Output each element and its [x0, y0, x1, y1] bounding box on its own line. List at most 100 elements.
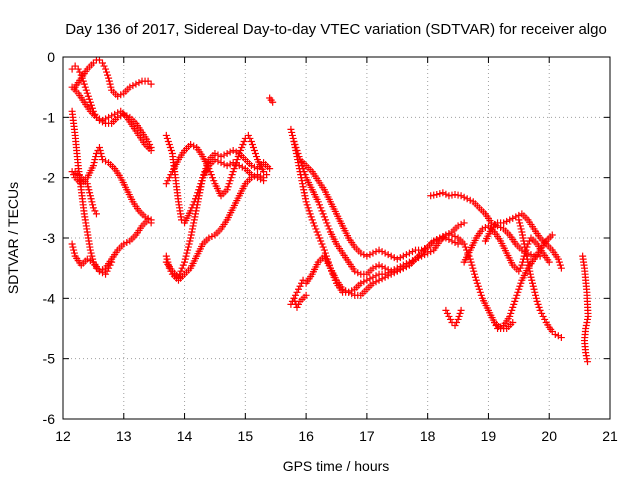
- data-point: [301, 171, 309, 179]
- data-point: [247, 162, 255, 170]
- data-point: [195, 192, 203, 200]
- data-point: [291, 291, 299, 299]
- data-point: [554, 255, 562, 263]
- data-point: [514, 288, 522, 296]
- data-point: [92, 210, 100, 218]
- data-point: [95, 144, 103, 151]
- data-point: [317, 237, 325, 245]
- data-point: [302, 198, 310, 206]
- data-point: [178, 216, 186, 224]
- data-point: [211, 156, 219, 164]
- data-point: [583, 355, 591, 363]
- data-point: [184, 246, 192, 254]
- data-point: [516, 219, 524, 227]
- y-tick-label: -3: [43, 230, 56, 246]
- data-point: [126, 83, 134, 91]
- data-point: [323, 255, 331, 263]
- data-point: [369, 249, 377, 257]
- data-point: [178, 264, 186, 272]
- series-trace-f: [68, 240, 116, 278]
- data-point: [509, 214, 517, 222]
- data-point: [582, 321, 590, 329]
- data-point: [313, 228, 321, 236]
- series-trace-v: [491, 231, 556, 332]
- data-point: [318, 207, 326, 215]
- data-point: [369, 279, 377, 287]
- data-point: [526, 270, 534, 278]
- data-point: [513, 291, 521, 299]
- data-point: [427, 248, 435, 256]
- data-point: [83, 89, 91, 97]
- series-trace-q: [290, 291, 310, 311]
- data-point: [176, 270, 184, 278]
- x-tick-label: 15: [238, 428, 254, 444]
- data-point: [545, 258, 553, 266]
- data-point: [209, 174, 217, 182]
- data-point: [408, 248, 416, 256]
- data-point: [68, 240, 76, 248]
- data-point: [477, 291, 485, 299]
- data-point: [98, 153, 106, 161]
- grid-lines: [63, 57, 610, 419]
- data-point: [460, 193, 468, 201]
- data-point: [202, 165, 210, 173]
- data-point: [531, 288, 539, 296]
- data-point: [348, 287, 356, 295]
- data-point: [396, 266, 404, 274]
- data-point: [177, 267, 185, 275]
- data-point: [298, 180, 306, 188]
- series-trace-x: [579, 252, 592, 366]
- data-marks: [68, 56, 592, 366]
- data-point: [424, 249, 432, 257]
- data-point: [198, 180, 206, 188]
- series-trace-o: [290, 137, 462, 278]
- data-point: [322, 216, 330, 224]
- data-point: [541, 315, 549, 323]
- data-point: [199, 174, 207, 182]
- data-point: [454, 240, 462, 248]
- data-point: [99, 116, 107, 124]
- data-point: [536, 306, 544, 314]
- data-point: [195, 195, 203, 203]
- data-point: [324, 258, 332, 266]
- data-point: [399, 264, 407, 272]
- data-point: [523, 252, 531, 260]
- data-point: [85, 186, 93, 194]
- data-point: [323, 219, 331, 227]
- data-point: [436, 234, 444, 242]
- data-point: [530, 285, 538, 293]
- data-point: [345, 288, 353, 296]
- data-point: [198, 177, 206, 185]
- series-trace-s: [442, 306, 465, 329]
- data-point: [289, 134, 297, 142]
- data-point: [557, 334, 565, 342]
- data-point: [92, 113, 100, 121]
- x-axis-label: GPS time / hours: [283, 458, 390, 474]
- y-tick-label: -2: [43, 170, 56, 186]
- data-point: [518, 261, 526, 269]
- data-point: [253, 174, 261, 182]
- data-point: [89, 162, 97, 170]
- data-point: [522, 246, 530, 254]
- data-point: [82, 86, 90, 94]
- data-point: [162, 180, 170, 188]
- data-point: [300, 168, 308, 176]
- data-point: [141, 213, 149, 221]
- data-point: [85, 95, 93, 103]
- data-point: [525, 264, 533, 272]
- data-point: [527, 273, 535, 281]
- data-point: [86, 257, 94, 265]
- data-point: [106, 80, 114, 88]
- data-point: [454, 191, 462, 199]
- data-point: [534, 300, 542, 308]
- data-point: [203, 162, 211, 170]
- data-point: [372, 263, 380, 271]
- data-point: [494, 325, 502, 332]
- data-point: [453, 318, 461, 326]
- data-point: [399, 252, 407, 260]
- data-point: [451, 191, 459, 199]
- data-point: [293, 288, 301, 296]
- data-point: [308, 216, 316, 224]
- data-point: [307, 213, 315, 221]
